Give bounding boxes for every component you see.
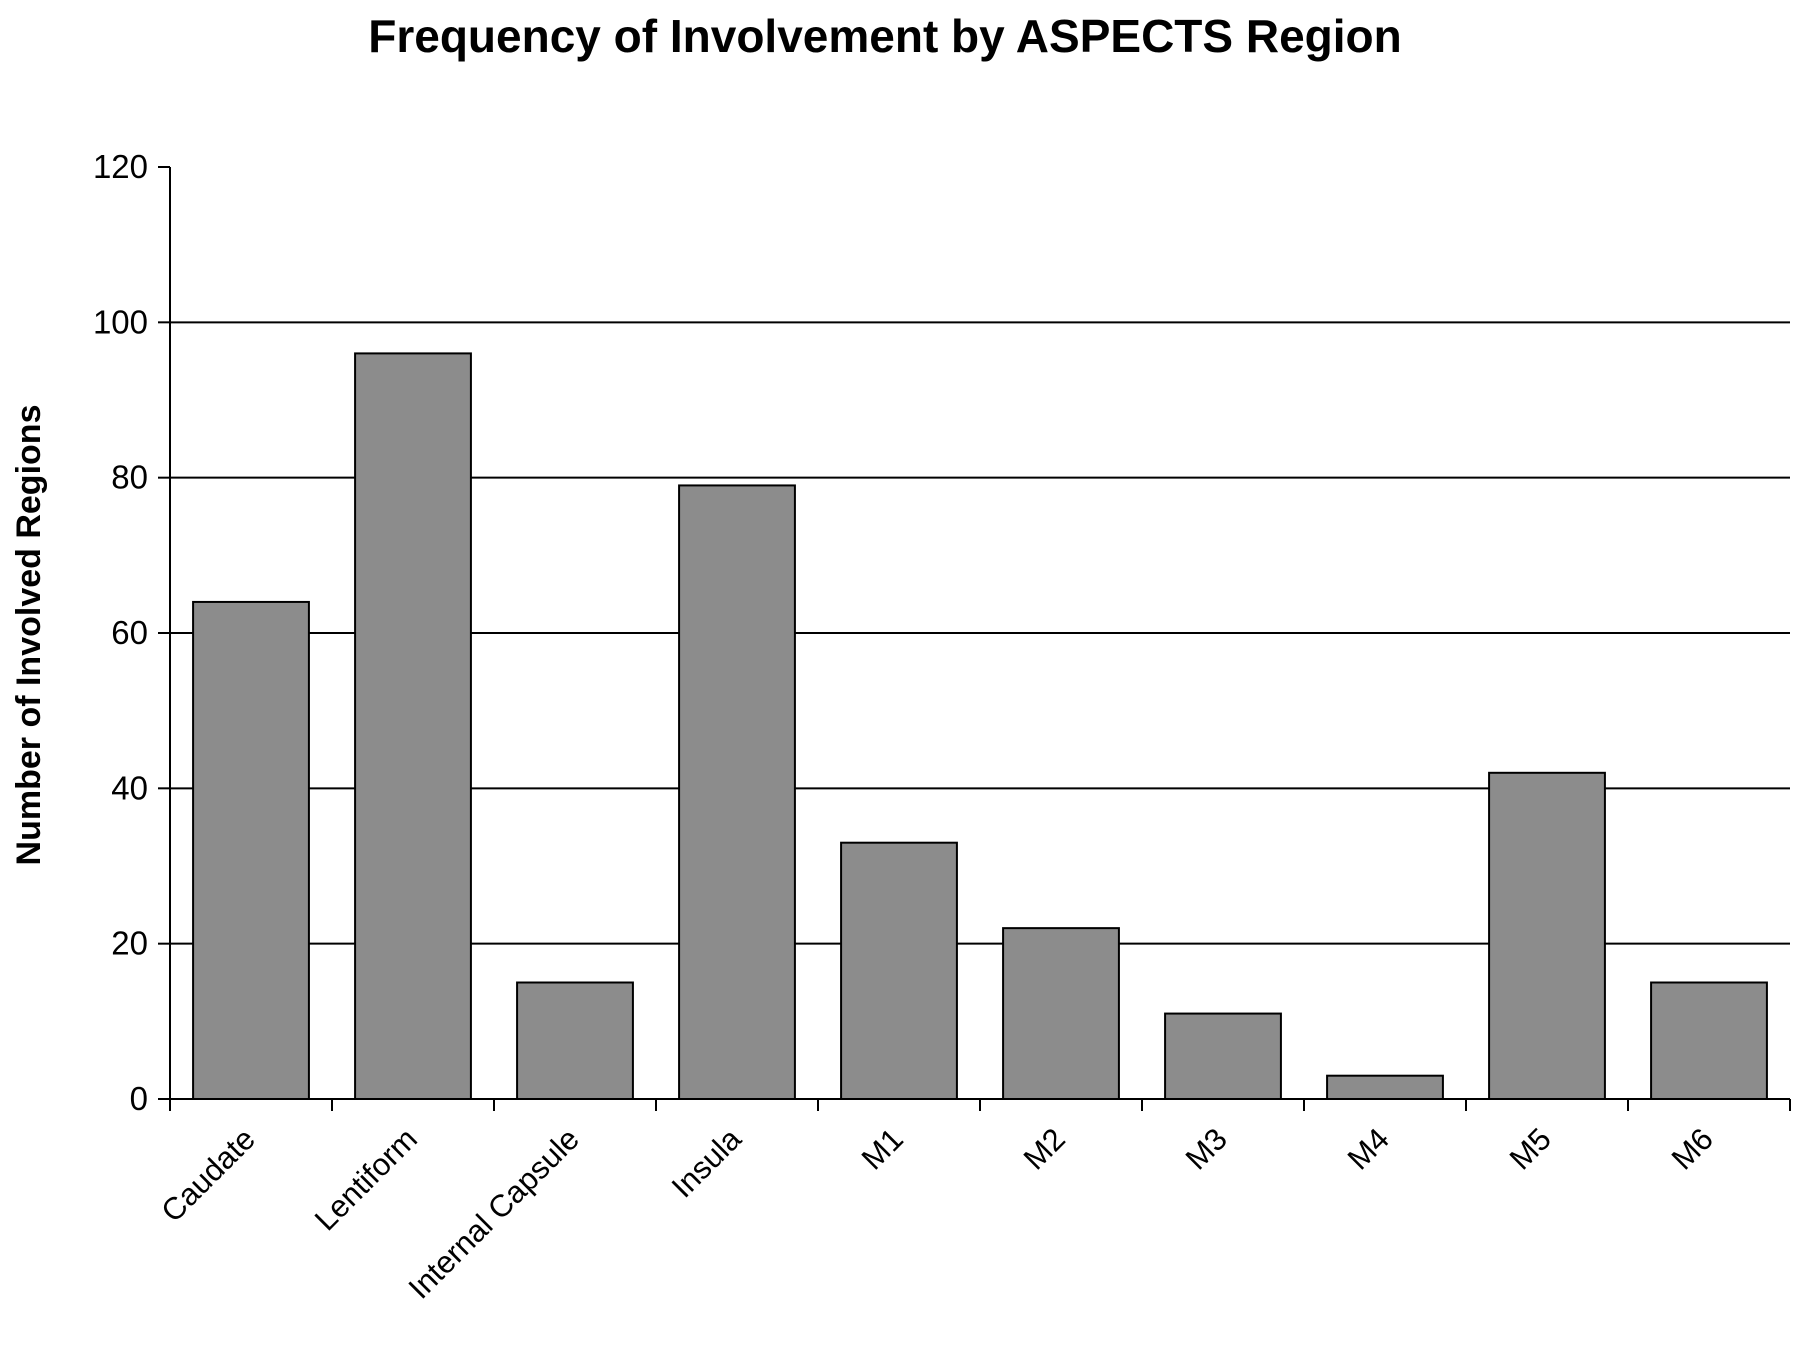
bar-m4 bbox=[1326, 1074, 1444, 1100]
bar-m2 bbox=[1002, 927, 1120, 1101]
y-tick-label: 120 bbox=[93, 148, 148, 185]
bar-m5 bbox=[1488, 771, 1606, 1100]
y-axis-title: Number of Involved Regions bbox=[10, 405, 48, 866]
y-tick-labels: 0 20 40 60 80 100 120 bbox=[93, 148, 148, 1117]
chart-title: Frequency of Involvement by ASPECTS Regi… bbox=[368, 10, 1401, 62]
bar-lentiform bbox=[354, 352, 472, 1100]
y-tick-label: 20 bbox=[111, 925, 148, 962]
y-tick-label: 60 bbox=[111, 614, 148, 651]
bar-insula bbox=[678, 484, 796, 1100]
axes bbox=[158, 166, 1791, 1111]
y-tick-label: 0 bbox=[130, 1080, 148, 1117]
y-tick-label: 40 bbox=[111, 769, 148, 806]
bar-m3 bbox=[1164, 1012, 1282, 1100]
bars bbox=[192, 352, 1768, 1101]
bar-caudate bbox=[192, 600, 310, 1101]
bar-m6 bbox=[1650, 981, 1768, 1100]
y-tick-label: 100 bbox=[93, 303, 148, 340]
y-tick-label: 80 bbox=[111, 459, 148, 496]
bar-internal-capsule bbox=[516, 981, 634, 1100]
bar-m1 bbox=[840, 841, 958, 1100]
